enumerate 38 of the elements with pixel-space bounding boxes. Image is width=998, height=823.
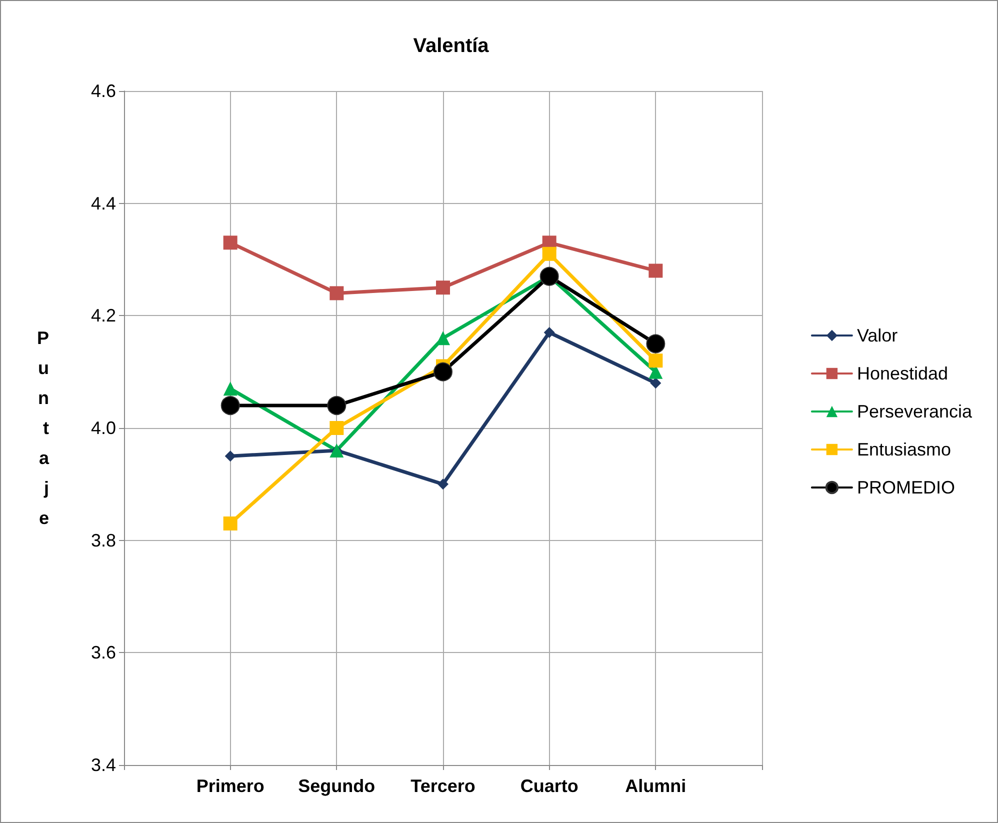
point <box>438 478 448 490</box>
x-tick-label: Alumni <box>625 776 686 796</box>
point <box>650 378 662 389</box>
x-tick-label: Tercero <box>410 776 476 796</box>
point <box>436 331 450 346</box>
y-tick-label: 4.0 <box>90 418 116 438</box>
y-tick-label: 3.4 <box>90 755 116 775</box>
point <box>436 280 450 295</box>
point <box>220 396 240 416</box>
x-tick-label: Cuarto <box>520 776 578 796</box>
y-tick-label: 4.6 <box>90 81 116 101</box>
legend-label: Valor <box>856 326 898 346</box>
legend-label: Entusiasmo <box>856 440 951 460</box>
y-axis-title: Puntaje <box>36 328 50 528</box>
chart-title: Valentía <box>413 35 490 57</box>
point <box>223 516 238 530</box>
point <box>224 450 236 462</box>
point <box>327 396 346 416</box>
point <box>223 236 238 250</box>
y-tick-label: 4.2 <box>90 306 116 326</box>
y-tick-label: 3.6 <box>90 642 116 663</box>
point <box>223 382 238 396</box>
point <box>330 421 344 435</box>
point <box>646 334 666 354</box>
point <box>648 354 663 368</box>
x-tick-label: Primero <box>196 776 264 796</box>
point <box>330 286 344 300</box>
point <box>648 264 663 278</box>
legend-label: Honestidad <box>856 364 948 384</box>
point <box>434 362 452 382</box>
point <box>540 266 559 286</box>
point <box>544 327 555 338</box>
legend-label: PROMEDIO <box>856 478 955 498</box>
y-tick-label: 3.8 <box>90 530 116 550</box>
legend-label: Perseverancia <box>856 402 973 422</box>
y-tick-label: 4.4 <box>90 193 116 214</box>
x-tick-label: Segundo <box>298 776 376 796</box>
point <box>542 246 556 261</box>
